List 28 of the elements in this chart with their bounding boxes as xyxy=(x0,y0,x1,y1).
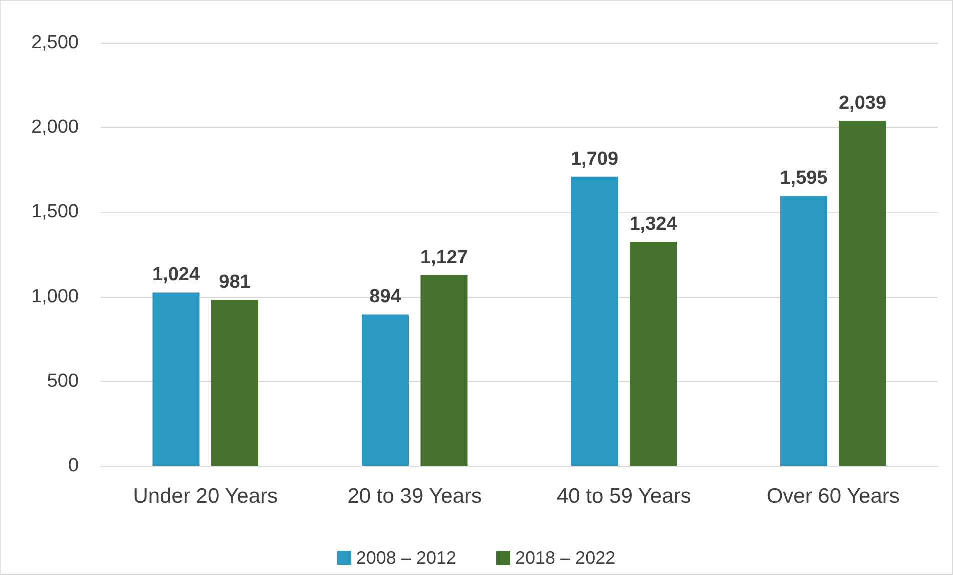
data-label: 2,039 xyxy=(838,93,887,114)
legend-label: 2008 – 2012 xyxy=(356,548,457,568)
bar xyxy=(571,176,618,466)
x-tick-label: 20 to 39 Years xyxy=(348,485,482,508)
bar xyxy=(152,292,200,466)
y-tick-label: 2,000 xyxy=(31,117,79,138)
bar xyxy=(420,275,468,466)
legend-label: 2018 – 2022 xyxy=(516,548,616,568)
data-label: 1,595 xyxy=(780,168,828,190)
x-tick-label: Under 20 Years xyxy=(133,485,278,508)
y-tick-label: 2,500 xyxy=(31,32,79,54)
data-label: 1,024 xyxy=(152,264,200,286)
y-tick-label: 500 xyxy=(47,370,79,392)
y-tick-label: 0 xyxy=(68,456,79,476)
bar xyxy=(362,314,409,466)
data-label: 1,324 xyxy=(630,214,678,235)
bar xyxy=(630,242,677,466)
data-label: 1,709 xyxy=(570,148,619,170)
x-tick-label: 40 to 59 Years xyxy=(556,485,692,508)
data-label: 894 xyxy=(370,286,402,308)
y-tick-label: 1,500 xyxy=(31,202,79,223)
bar xyxy=(212,300,258,466)
x-tick-label: Over 60 Years xyxy=(766,485,900,508)
data-label: 981 xyxy=(219,272,252,294)
bar xyxy=(839,121,886,466)
y-tick-label: 1,000 xyxy=(31,286,79,308)
bar xyxy=(780,196,828,466)
data-label: 1,127 xyxy=(420,247,468,268)
